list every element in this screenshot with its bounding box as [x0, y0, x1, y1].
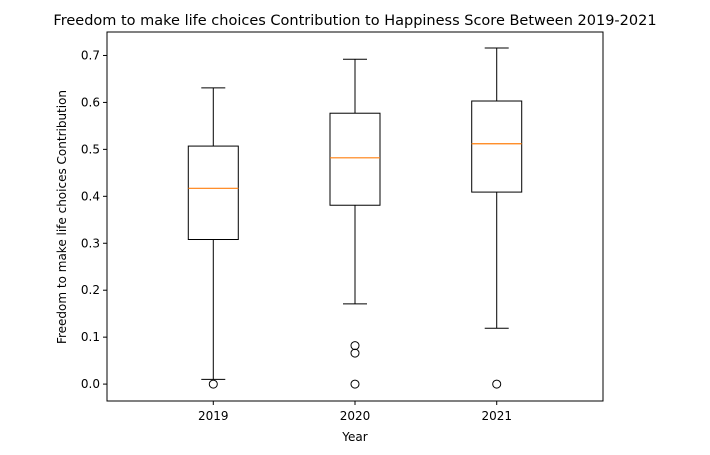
y-axis-label: Freedom to make life choices Contributio… [55, 90, 69, 344]
y-tick-label: 0.5 [81, 142, 100, 156]
y-tick-label: 0.3 [81, 236, 100, 250]
x-tick-label: 2019 [198, 409, 229, 423]
y-tick-label: 0.1 [81, 330, 100, 344]
x-axis: 2019 2020 2021 [198, 401, 512, 423]
box-iqr [329, 112, 381, 206]
chart-title: Freedom to make life choices Contributio… [53, 13, 656, 29]
y-tick-label: 0.0 [81, 377, 100, 391]
box-2020 [329, 58, 381, 389]
box-series [187, 47, 523, 389]
outlier-point [208, 379, 218, 389]
y-tick-label: 0.2 [81, 283, 100, 297]
x-tick-label: 2020 [340, 409, 371, 423]
y-tick-label: 0.4 [81, 189, 100, 203]
box-2021 [471, 47, 523, 389]
box-iqr [471, 100, 523, 193]
y-tick-label: 0.7 [81, 48, 100, 62]
outlier-point [492, 379, 502, 389]
box-iqr [187, 145, 239, 241]
x-axis-label: Year [341, 430, 367, 444]
y-tick-label: 0.6 [81, 95, 100, 109]
outlier-point [350, 341, 360, 351]
box-2019 [187, 87, 239, 389]
outlier-point [350, 348, 360, 358]
y-axis: 0.0 0.1 0.2 0.3 0.4 0.5 0.6 0.7 [81, 48, 107, 391]
x-tick-label: 2021 [481, 409, 512, 423]
outlier-point [350, 379, 360, 389]
